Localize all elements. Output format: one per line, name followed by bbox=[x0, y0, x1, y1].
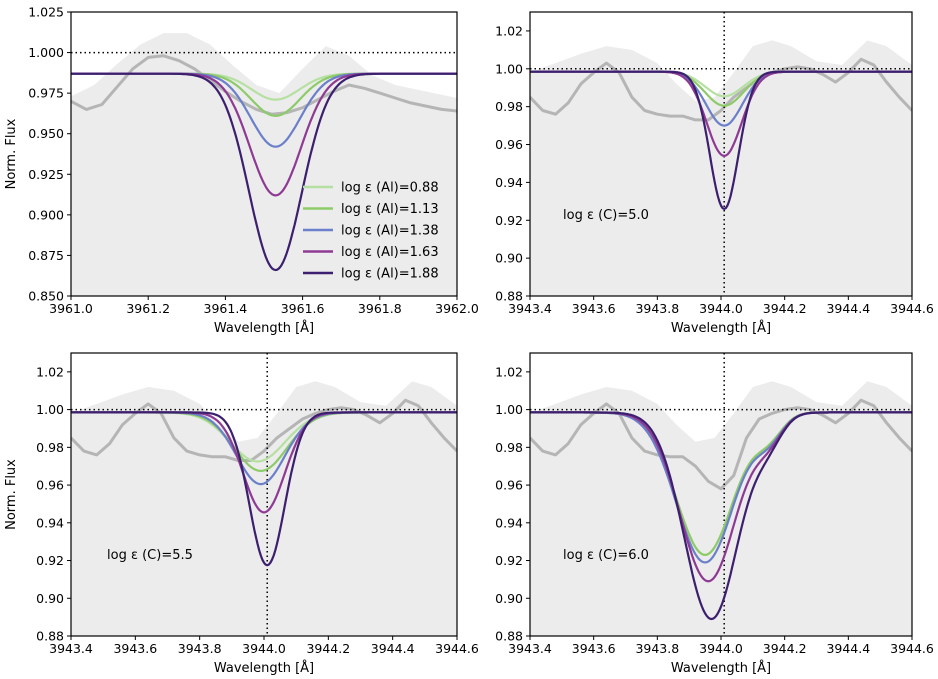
series-line-5 bbox=[71, 411, 457, 567]
y-tick-label: 1.02 bbox=[495, 364, 523, 379]
y-tick-label: 0.925 bbox=[28, 167, 64, 182]
x-tick-label: 3943.6 bbox=[572, 301, 616, 316]
series-line-5 bbox=[71, 72, 457, 272]
x-tick-label: 3943.4 bbox=[508, 641, 552, 656]
x-tick-label: 3944.0 bbox=[699, 301, 743, 316]
x-tick-label: 3961.2 bbox=[126, 301, 170, 316]
y-tick-label: 0.88 bbox=[495, 289, 523, 304]
y-tick-label: 0.850 bbox=[28, 289, 64, 304]
y-tick-label: 0.92 bbox=[495, 553, 523, 568]
x-tick-label: 3944.0 bbox=[242, 641, 286, 656]
plot-area bbox=[71, 33, 457, 296]
plot-area bbox=[530, 12, 912, 296]
y-axis-label: Norm. Flux bbox=[4, 459, 19, 530]
x-tick-label: 3944.2 bbox=[763, 301, 807, 316]
legend: log ε (Al)=0.88 log ε (Al)=1.13 log ε (Al)… bbox=[303, 181, 439, 282]
x-tick-label: 3943.8 bbox=[178, 641, 222, 656]
x-tick-label: 3944.6 bbox=[890, 641, 934, 656]
series-line-5 bbox=[530, 411, 912, 621]
x-tick-label: 3943.8 bbox=[635, 641, 679, 656]
y-tick-label: 1.02 bbox=[36, 364, 64, 379]
observed-spectrum-fill bbox=[71, 33, 457, 296]
x-tick-label: 3944.0 bbox=[699, 641, 743, 656]
x-tick-label: 3961.8 bbox=[358, 301, 402, 316]
y-tick-label: 1.00 bbox=[36, 402, 64, 417]
y-tick-label: 0.875 bbox=[28, 248, 64, 263]
y-tick-label: 0.98 bbox=[495, 440, 523, 455]
y-tick-label: 0.96 bbox=[36, 478, 64, 493]
y-tick-label: 1.025 bbox=[28, 5, 64, 20]
y-tick-label: 1.02 bbox=[495, 23, 523, 38]
y-tick-label: 1.00 bbox=[495, 402, 523, 417]
x-tick-label: 3943.4 bbox=[508, 301, 552, 316]
y-tick-label: 0.88 bbox=[36, 629, 64, 644]
y-tick-label: 0.92 bbox=[36, 553, 64, 568]
x-tick-label: 3943.4 bbox=[49, 641, 93, 656]
x-tick-label: 3943.6 bbox=[113, 641, 157, 656]
legend-entry-4: log ε (Al)=1.63 bbox=[341, 245, 439, 260]
abundance-annotation: log ε (C)=5.0 bbox=[563, 208, 649, 223]
x-tick-label: 3944.6 bbox=[890, 301, 934, 316]
x-axis-label: Wavelength [Å] bbox=[671, 320, 771, 336]
y-tick-label: 0.950 bbox=[28, 126, 64, 141]
abundance-annotation: log ε (C)=6.0 bbox=[563, 548, 649, 563]
panel-3: 3943.4 3943.6 3943.8 3944.0 3944.2 3944.4 3944… bbox=[4, 352, 479, 676]
x-tick-label: 3944.4 bbox=[826, 301, 870, 316]
y-tick-label: 0.975 bbox=[28, 86, 64, 101]
y-tick-label: 0.90 bbox=[495, 591, 523, 606]
x-tick-label: 3943.6 bbox=[572, 641, 616, 656]
y-axis-label: Norm. Flux bbox=[4, 118, 19, 189]
x-axis-label: Wavelength [Å] bbox=[671, 660, 771, 676]
y-tick-label: 0.92 bbox=[495, 213, 523, 228]
y-tick-label: 0.96 bbox=[495, 478, 523, 493]
y-tick-label: 0.900 bbox=[28, 207, 64, 222]
plot-area bbox=[530, 353, 912, 636]
observed-spectrum-fill bbox=[530, 40, 912, 296]
axes-frame bbox=[70, 11, 458, 297]
y-tick-label: 1.00 bbox=[495, 61, 523, 76]
x-tick-label: 3961.6 bbox=[281, 301, 325, 316]
x-tick-label: 3944.2 bbox=[306, 641, 350, 656]
abundance-annotation: log ε (C)=5.5 bbox=[107, 548, 193, 563]
series-line-5 bbox=[530, 70, 912, 210]
legend-entry-1: log ε (Al)=0.88 bbox=[341, 181, 439, 196]
panel-1: 3961.0 3961.2 3961.4 3961.6 3961.8 3962.0 0.85… bbox=[4, 5, 479, 337]
y-tick-label: 1.000 bbox=[28, 45, 64, 60]
x-tick-label: 3944.4 bbox=[826, 641, 870, 656]
y-tick-label: 0.94 bbox=[495, 515, 523, 530]
x-tick-label: 3961.0 bbox=[49, 301, 93, 316]
panel-2: 3943.4 3943.6 3943.8 3944.0 3944.2 3944.4 3944… bbox=[495, 11, 934, 336]
y-tick-label: 0.88 bbox=[495, 629, 523, 644]
y-tick-label: 0.90 bbox=[36, 591, 64, 606]
y-tick-label: 0.94 bbox=[36, 515, 64, 530]
x-tick-label: 3962.0 bbox=[435, 301, 479, 316]
legend-entry-5: log ε (Al)=1.88 bbox=[341, 267, 439, 282]
x-tick-label: 3944.2 bbox=[763, 641, 807, 656]
panel-4: 3943.4 3943.6 3943.8 3944.0 3944.2 3944.4 3944… bbox=[495, 352, 934, 676]
x-tick-label: 3943.8 bbox=[635, 301, 679, 316]
plot-area bbox=[71, 353, 457, 636]
observed-spectrum-fill bbox=[530, 381, 912, 636]
y-tick-label: 0.98 bbox=[495, 99, 523, 114]
y-tick-label: 0.98 bbox=[36, 440, 64, 455]
x-axis-label: Wavelength [Å] bbox=[214, 320, 314, 336]
x-tick-label: 3944.4 bbox=[371, 641, 415, 656]
y-tick-label: 0.94 bbox=[495, 175, 523, 190]
legend-entry-2: log ε (Al)=1.13 bbox=[341, 202, 439, 217]
y-tick-label: 0.96 bbox=[495, 137, 523, 152]
x-axis-label: Wavelength [Å] bbox=[214, 660, 314, 676]
x-tick-label: 3961.4 bbox=[204, 301, 248, 316]
observed-spectrum-fill bbox=[71, 381, 457, 636]
y-tick-label: 0.90 bbox=[495, 251, 523, 266]
x-tick-label: 3944.6 bbox=[435, 641, 479, 656]
legend-entry-3: log ε (Al)=1.38 bbox=[341, 224, 439, 239]
